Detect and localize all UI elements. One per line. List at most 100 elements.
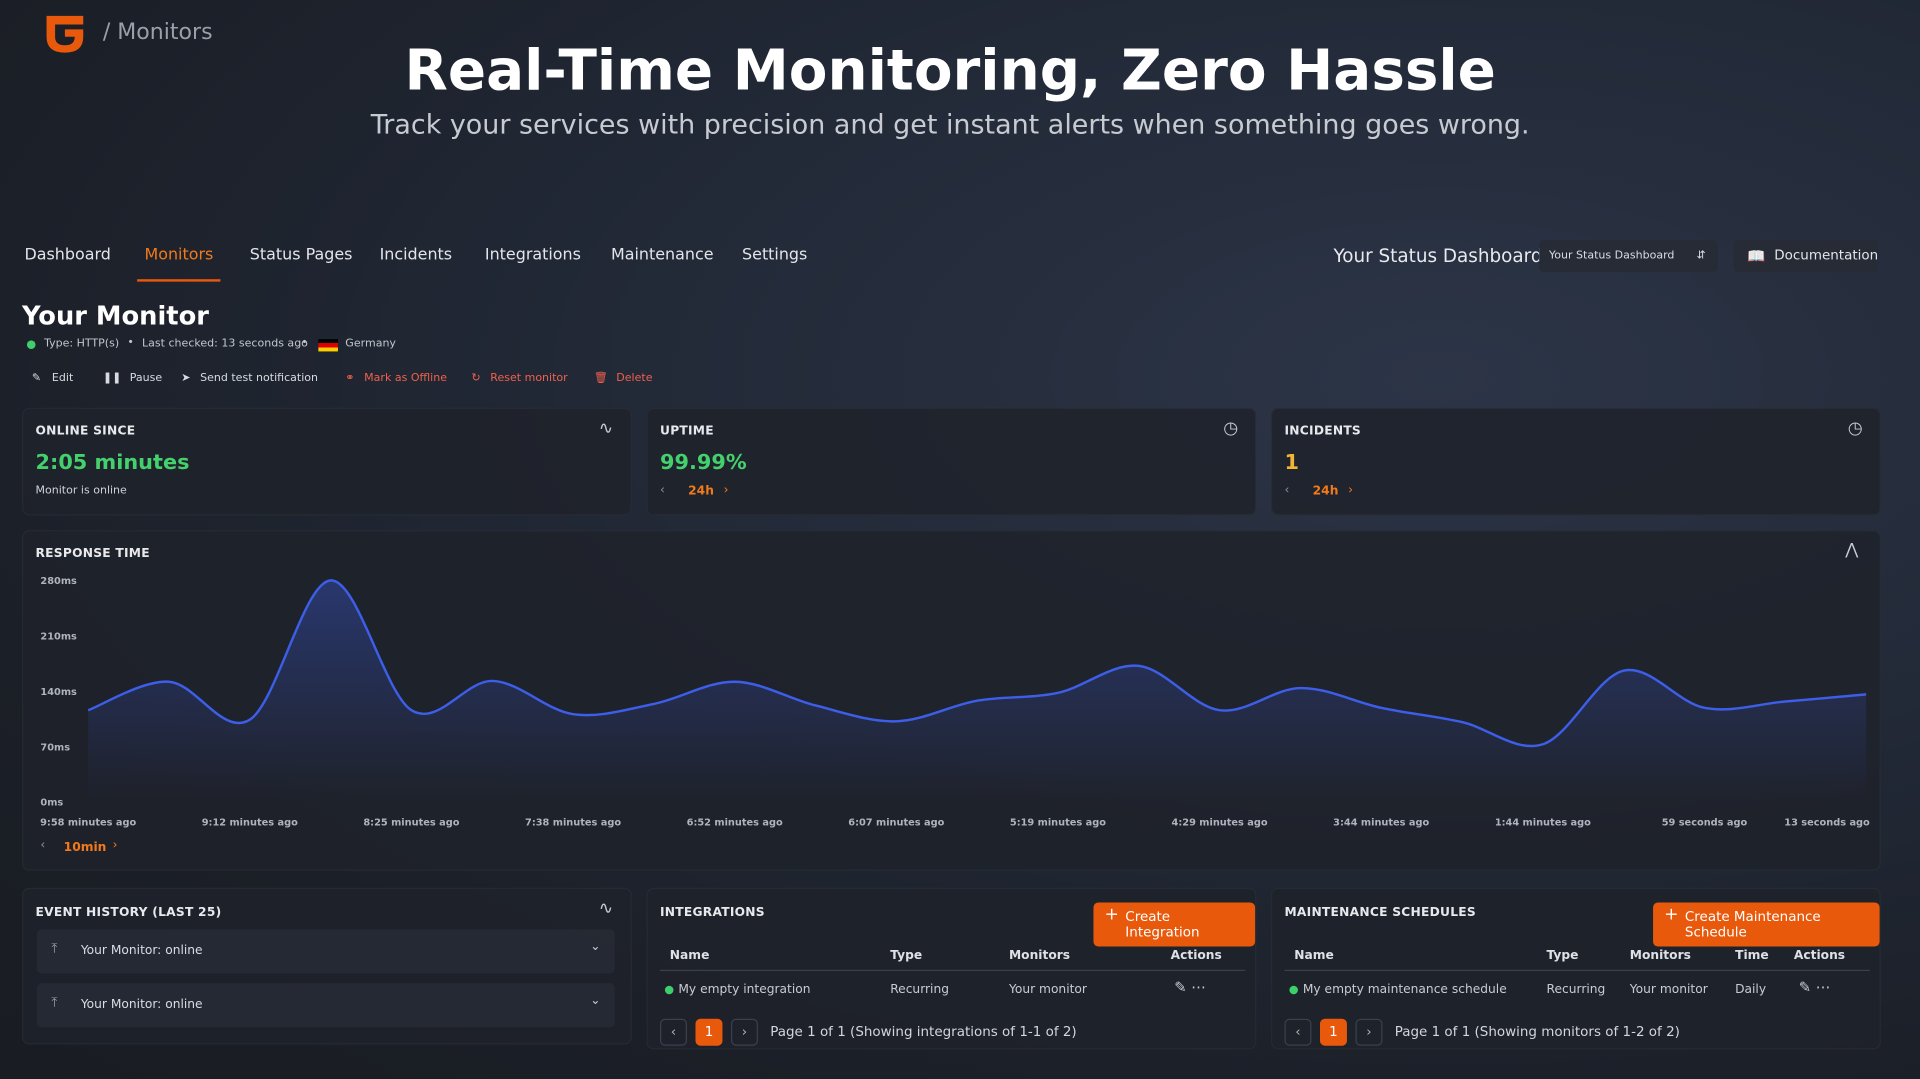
page-next[interactable]: › bbox=[1355, 1018, 1383, 1046]
column-header: Actions bbox=[1170, 948, 1222, 963]
create-maintenance[interactable]: + Create Maintenance Schedule bbox=[1653, 902, 1880, 947]
cell: Recurring bbox=[890, 983, 949, 997]
status-select[interactable]: Your Status Dashboard ⇵ bbox=[1539, 240, 1718, 272]
column-header: Actions bbox=[1793, 948, 1846, 963]
flag bbox=[318, 339, 338, 352]
stat-card: ONLINE SINCE ∿ 2:05 minutes Monitor is o… bbox=[22, 407, 632, 516]
column-header: Time bbox=[1735, 948, 1769, 963]
action-text: Delete bbox=[616, 372, 653, 385]
period-prev[interactable]: ‹ bbox=[660, 483, 665, 498]
event-item[interactable]: ⤒ Your Monitor: online ⌄ bbox=[36, 983, 615, 1028]
nav-tab[interactable]: Settings bbox=[742, 246, 808, 265]
status-dot bbox=[664, 985, 674, 995]
action-reset[interactable]: ↻ Reset monitor bbox=[471, 372, 568, 385]
page-current[interactable]: 1 bbox=[1320, 1018, 1347, 1046]
range-prev[interactable]: ‹ bbox=[40, 838, 46, 853]
cell: My empty maintenance schedule bbox=[1302, 983, 1507, 997]
nav-tab[interactable]: Integrations bbox=[484, 246, 581, 265]
create-integration[interactable]: + Create Integration bbox=[1093, 902, 1256, 947]
stat-note: Monitor is online bbox=[35, 484, 127, 498]
page-current[interactable]: 1 bbox=[695, 1018, 723, 1046]
stat-card: INCIDENTS ◷ 1 ‹ 24h › bbox=[1271, 407, 1881, 516]
row-actions[interactable]: ✎ ⋯ bbox=[1174, 978, 1206, 996]
column-header: Name bbox=[1294, 948, 1334, 963]
action-text: Send test notification bbox=[200, 372, 319, 385]
page-next[interactable]: › bbox=[731, 1018, 758, 1046]
stat-period: 24h bbox=[1312, 484, 1339, 499]
page-prev[interactable]: ‹ bbox=[660, 1018, 687, 1046]
column-header: Name bbox=[669, 948, 710, 963]
monitor-type: Type: HTTP(s) bbox=[44, 337, 120, 351]
tab-underline bbox=[137, 279, 221, 282]
column-header: Type bbox=[890, 948, 923, 963]
event-icon: ∿ bbox=[598, 898, 614, 919]
stat-card: UPTIME ◷ 99.99% ‹ 24h › bbox=[646, 407, 1257, 516]
button-text: Create Maintenance Schedule bbox=[1684, 908, 1821, 941]
y-tick-label: 70ms bbox=[40, 742, 70, 753]
stat-icon: ∿ bbox=[598, 418, 614, 439]
x-tick-label: 9:12 minutes ago bbox=[202, 817, 298, 828]
maintenance-title: MAINTENANCE SCHEDULES bbox=[1284, 906, 1476, 920]
maintenance-card: MAINTENANCE SCHEDULES + Create Maintenanc… bbox=[1271, 887, 1881, 1050]
nav-tab[interactable]: Monitors bbox=[144, 246, 214, 265]
nav-tab[interactable]: Maintenance bbox=[611, 246, 714, 265]
divider bbox=[660, 969, 1246, 972]
x-tick-label: 9:58 minutes ago bbox=[40, 817, 136, 828]
line bbox=[87, 579, 1867, 748]
separator: • bbox=[301, 336, 308, 349]
row-actions[interactable]: ✎ ⋯ bbox=[1798, 978, 1831, 996]
status-title: Your Status Dashboard bbox=[1333, 244, 1543, 267]
page-prev[interactable]: ‹ bbox=[1284, 1018, 1312, 1046]
action-text: Reset monitor bbox=[490, 372, 568, 385]
x-tick-label: 59 seconds ago bbox=[1662, 817, 1748, 828]
column-header: Monitors bbox=[1629, 948, 1691, 963]
x-tick-label: 4:29 minutes ago bbox=[1172, 817, 1268, 828]
y-tick-label: 210ms bbox=[40, 631, 77, 642]
divider bbox=[1284, 969, 1870, 972]
documentation-text: Documentation bbox=[1774, 247, 1879, 264]
page-summary: Page 1 of 1 (Showing integrations of 1-1… bbox=[770, 1023, 1077, 1040]
chart-range: 10min bbox=[63, 841, 107, 855]
nav-tab[interactable]: Incidents bbox=[379, 246, 453, 265]
nav-tab[interactable]: Dashboard bbox=[24, 246, 111, 265]
integrations-card: INTEGRATIONS + Create Integration Name Ty… bbox=[646, 887, 1257, 1050]
action-text: Pause bbox=[129, 372, 163, 385]
y-tick-label: 140ms bbox=[40, 687, 77, 698]
action-test[interactable]: ➤ Send test notification bbox=[181, 372, 319, 385]
action-edit[interactable]: ✎ Edit bbox=[31, 372, 74, 385]
page-summary: Page 1 of 1 (Showing monitors of 1-2 of … bbox=[1394, 1023, 1680, 1040]
cell: My empty integration bbox=[678, 983, 811, 997]
event-item[interactable]: ⤒ Your Monitor: online ⌄ bbox=[36, 929, 615, 974]
stat-icon: ◷ bbox=[1847, 418, 1863, 439]
cell: Your monitor bbox=[1008, 983, 1087, 997]
stat-value: 2:05 minutes bbox=[35, 450, 190, 476]
hero-subtitle: Track your services with precision and g… bbox=[370, 110, 1530, 141]
hero-title: Real-Time Monitoring, Zero Hassle bbox=[404, 36, 1496, 103]
action-offline[interactable]: ⚭ Mark as Offline bbox=[345, 372, 448, 385]
range-next[interactable]: › bbox=[112, 838, 118, 853]
action-pause[interactable]: ❚❚ Pause bbox=[102, 372, 163, 385]
x-tick-label: 5:19 minutes ago bbox=[1010, 817, 1106, 828]
action-delete[interactable]: 🗑 Delete bbox=[593, 372, 653, 385]
column-header: Monitors bbox=[1008, 948, 1071, 963]
breadcrumb: / Monitors bbox=[102, 19, 213, 46]
period-next[interactable]: › bbox=[723, 483, 729, 498]
cell: Recurring bbox=[1546, 983, 1606, 997]
stat-label: INCIDENTS bbox=[1284, 424, 1362, 439]
stat-value: 99.99% bbox=[660, 450, 747, 476]
event-title: EVENT HISTORY (LAST 25) bbox=[35, 906, 222, 920]
stat-label: UPTIME bbox=[660, 424, 714, 439]
nav-tab[interactable]: Status Pages bbox=[249, 246, 353, 265]
period-next[interactable]: › bbox=[1348, 483, 1354, 498]
action-text: Edit bbox=[51, 372, 74, 385]
x-tick-label: 6:07 minutes ago bbox=[848, 817, 944, 828]
event-text: Your Monitor: online bbox=[80, 997, 203, 1012]
documentation-button[interactable]: 📖 Documentation bbox=[1733, 240, 1879, 272]
monitor-name: Your Monitor bbox=[22, 301, 209, 331]
x-tick-label: 13 seconds ago bbox=[1784, 817, 1870, 828]
period-prev[interactable]: ‹ bbox=[1284, 483, 1290, 498]
x-tick-label: 7:38 minutes ago bbox=[525, 817, 621, 828]
logo[interactable] bbox=[44, 12, 86, 54]
